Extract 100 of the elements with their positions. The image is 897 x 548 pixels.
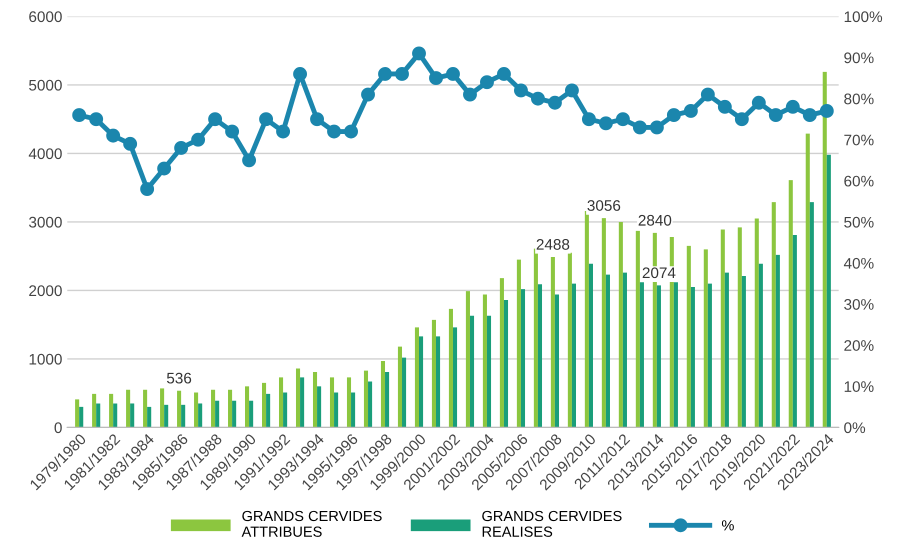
bar (177, 390, 182, 428)
y-tick-label: 3000 (29, 216, 62, 228)
bar (109, 394, 114, 428)
point (395, 67, 409, 81)
legend-label: GRANDS CERVIDES ATTRIBUES (242, 510, 382, 537)
data-label: 2488 (536, 239, 570, 250)
bar (534, 248, 538, 428)
bar (622, 272, 627, 428)
bar (300, 377, 304, 428)
point (820, 104, 834, 118)
bar (126, 390, 130, 428)
point (480, 75, 494, 90)
bar (772, 202, 776, 428)
y2-tick-label: 30% (844, 299, 874, 310)
bar (113, 403, 118, 428)
point (734, 112, 749, 126)
y2-tick-label: 100% (844, 11, 882, 22)
bar (232, 400, 236, 428)
y2-tick-label: 80% (844, 94, 874, 104)
bar (588, 264, 593, 428)
point (208, 112, 222, 126)
bar (554, 294, 560, 428)
point (632, 120, 647, 134)
data-label: 2074 (642, 267, 676, 278)
y2-tick-label: 0% (844, 422, 866, 434)
bar (164, 404, 168, 428)
bar (520, 289, 526, 428)
bar (568, 252, 572, 428)
point (361, 88, 375, 102)
point (548, 96, 562, 110)
point (582, 112, 596, 126)
y-tick-label: 6000 (29, 11, 62, 22)
bar (776, 254, 780, 428)
bar (606, 274, 610, 428)
y2-tick-label: 10% (844, 381, 874, 392)
bar (245, 386, 250, 428)
point (666, 108, 681, 122)
point (293, 67, 308, 81)
point (802, 108, 817, 122)
bar (516, 260, 521, 428)
data-label: 2840 (638, 214, 672, 226)
bar (826, 154, 831, 428)
point (344, 124, 358, 138)
bar (385, 372, 390, 428)
point (752, 96, 766, 110)
bar (228, 390, 232, 428)
point (598, 116, 613, 130)
point (786, 100, 800, 114)
y2-tick-label: 60% (844, 176, 874, 187)
point (140, 182, 154, 196)
y-tick-label: 1000 (30, 354, 62, 365)
bar (810, 202, 814, 428)
bar (470, 316, 474, 428)
bar (690, 287, 695, 428)
bar (742, 276, 746, 428)
point (650, 120, 664, 134)
bar (368, 382, 372, 428)
bar (330, 377, 334, 428)
bar (538, 284, 542, 428)
bar (249, 400, 254, 428)
bar (194, 392, 198, 428)
bar (738, 227, 742, 428)
y2-tick-label: 50% (844, 216, 874, 228)
bar (380, 360, 386, 428)
bar (278, 377, 284, 428)
bar (419, 336, 424, 428)
point (412, 46, 426, 60)
bar (550, 257, 555, 428)
bar (572, 284, 576, 428)
bar (96, 403, 100, 428)
bar (602, 218, 606, 428)
bar (296, 368, 300, 428)
point (463, 88, 477, 102)
bar (704, 249, 708, 428)
legend-label: % (722, 520, 734, 530)
bar (266, 394, 270, 428)
bar (75, 399, 80, 428)
bar (720, 229, 725, 428)
y2-tick-label: 70% (844, 134, 874, 146)
point (700, 88, 715, 102)
bar (317, 386, 322, 428)
bar (79, 406, 84, 428)
bar (351, 392, 356, 428)
bar (312, 372, 318, 428)
y-tick-label: 0 (54, 422, 62, 434)
bar (181, 404, 186, 428)
point (242, 153, 256, 168)
bar (92, 394, 96, 428)
point (72, 108, 86, 122)
bar (758, 264, 763, 428)
bar (334, 392, 338, 428)
bar (640, 282, 644, 428)
point (514, 83, 528, 98)
bar (788, 180, 793, 428)
point (157, 162, 172, 176)
point (191, 132, 206, 147)
bar (448, 308, 453, 428)
y-tick-label: 5000 (29, 80, 62, 91)
bar (674, 282, 678, 428)
bar (215, 400, 220, 428)
